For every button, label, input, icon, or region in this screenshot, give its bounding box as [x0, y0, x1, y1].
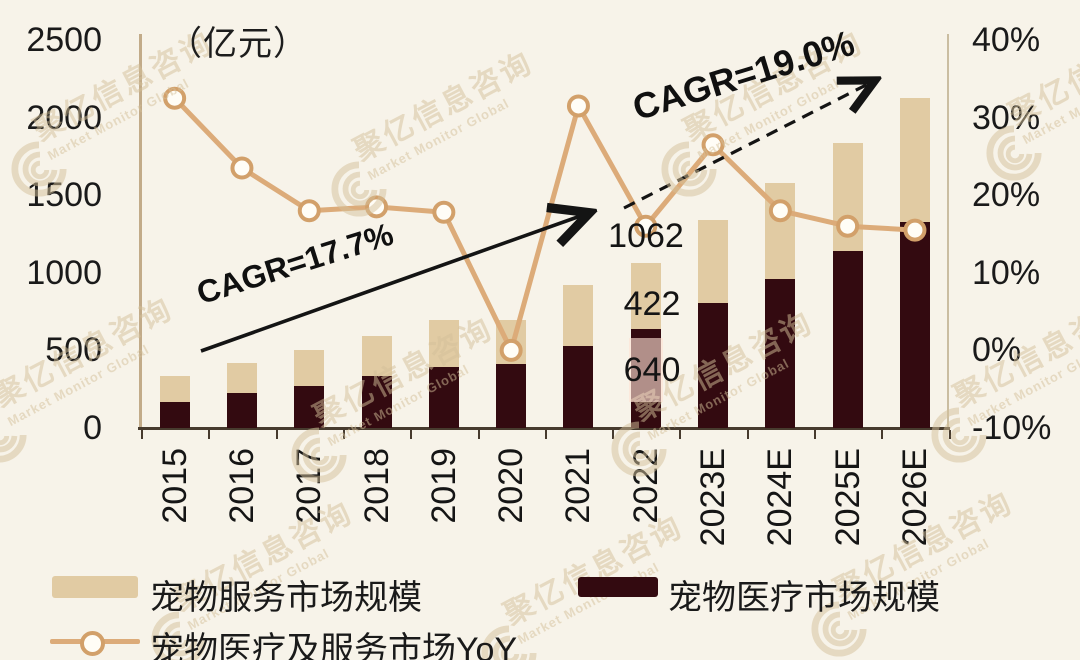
bar-2021-service: [563, 285, 594, 347]
yoy-marker-2016: [230, 156, 254, 180]
left-axis-tick-500: 500: [45, 331, 102, 370]
bar-2026E-service: [899, 98, 930, 222]
x-axis-tick: [477, 430, 480, 439]
axis-unit-label: （亿元）: [168, 25, 308, 63]
legend-marker-yoy: [80, 631, 105, 656]
bar-2024E-medical: [765, 279, 796, 428]
label-2022-service: 422: [623, 285, 681, 323]
bar-2025E-medical: [832, 251, 863, 428]
yoy-marker-2017: [297, 199, 321, 223]
bar-2017-service: [294, 349, 325, 387]
legend-label-medical: 宠物医疗市场规模: [668, 579, 940, 617]
bar-2015-medical: [159, 401, 190, 428]
legend-swatch-service: [52, 576, 138, 598]
left-axis-tick-1000: 1000: [26, 253, 102, 292]
bar-2023E-service: [698, 220, 729, 304]
bar-2023E-medical: [698, 303, 729, 428]
bar-2016-medical: [226, 393, 257, 428]
x-axis-line: [138, 427, 950, 430]
label-2022-medical: 640: [623, 351, 681, 389]
x-axis-tick: [544, 430, 547, 439]
yoy-marker-2015: [163, 86, 187, 110]
legend-label-yoy: 宠物医疗及服务市场YoY: [150, 631, 518, 660]
bar-2021-medical: [563, 346, 594, 428]
bar-2022-service: [630, 263, 661, 329]
bar-2016-service: [226, 362, 257, 394]
x-axis-tick: [208, 430, 211, 439]
right-axis-tick-40%: 40%: [972, 21, 1041, 59]
left-axis-tick-0: 0: [83, 409, 102, 447]
yoy-marker-2020: [499, 338, 523, 362]
x-axis-tick: [141, 430, 143, 439]
right-axis-tick-20%: 20%: [972, 176, 1041, 215]
cagr-historic-arrow: [200, 214, 586, 353]
bar-2017-medical: [294, 386, 325, 428]
x-axis-tick: [814, 430, 816, 439]
legend-swatch-medical: [578, 577, 658, 597]
x-axis-tick: [410, 430, 413, 439]
yoy-marker-2019: [432, 200, 456, 224]
yoy-marker-2021: [566, 94, 590, 118]
yoy-marker-2024E: [768, 199, 792, 223]
left-axis-tick-2000: 2000: [26, 98, 102, 137]
cagr-historic-label: CAGR=17.7%: [192, 215, 398, 312]
bar-2019-medical: [428, 366, 459, 428]
left-axis-line: [139, 34, 142, 430]
x-axis-tick: [275, 430, 278, 439]
x-axis-tick: [746, 430, 749, 439]
bar-2026E-medical: [899, 221, 930, 428]
x-axis-tick: [679, 430, 682, 439]
right-axis-tick-0%: 0%: [972, 331, 1022, 370]
yoy-marker-2026E: [903, 218, 927, 242]
yoy-marker-2022: [634, 214, 658, 238]
left-axis-tick-2500: 2500: [26, 21, 102, 59]
right-axis-line: [947, 34, 949, 430]
bar-2020-medical: [496, 363, 527, 428]
bar-2015-service: [159, 375, 190, 402]
label-2022-total: 1062: [608, 217, 684, 255]
bar-2018-service: [361, 336, 392, 376]
cagr-forecast-label: CAGR=19.0%: [627, 21, 859, 129]
right-axis-tick-10%: 10%: [972, 253, 1041, 292]
yoy-marker-2025E: [836, 214, 860, 238]
label-2022-medical-backdrop: [629, 338, 663, 402]
bar-2019-service: [428, 319, 459, 367]
x-axis-tick: [881, 430, 884, 439]
bar-2018-medical: [361, 376, 392, 428]
legend-label-service: 宠物服务市场规模: [150, 579, 422, 617]
